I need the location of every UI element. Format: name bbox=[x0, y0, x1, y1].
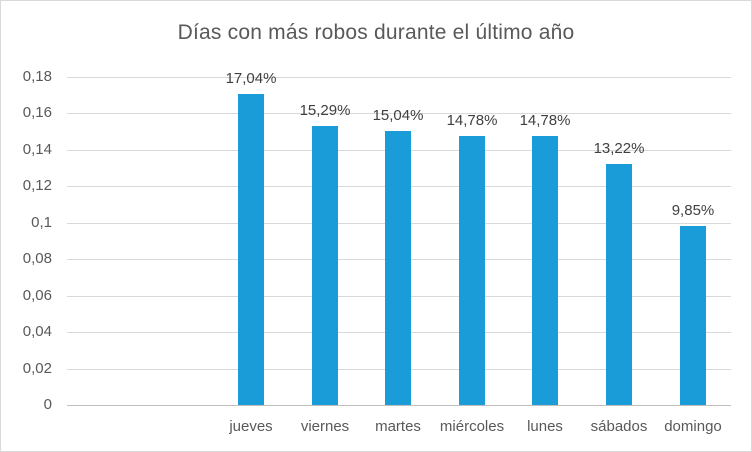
data-label: 13,22% bbox=[593, 140, 645, 157]
bar-miércoles bbox=[459, 136, 485, 405]
y-axis-tick-label: 0,08 bbox=[22, 250, 52, 267]
x-axis-category-label: martes bbox=[375, 418, 421, 435]
y-axis-tick-label: 0,06 bbox=[22, 287, 52, 304]
bar-martes bbox=[385, 131, 411, 405]
y-axis-tick-label: 0,04 bbox=[22, 323, 52, 340]
bar-sábados bbox=[606, 164, 632, 405]
data-label: 15,29% bbox=[299, 102, 351, 119]
gridline bbox=[67, 77, 731, 78]
x-axis-line bbox=[67, 405, 731, 406]
bar-domingo bbox=[680, 226, 706, 405]
y-axis-tick-label: 0,14 bbox=[22, 141, 52, 158]
gridline bbox=[67, 113, 731, 114]
x-axis-category-label: sábados bbox=[590, 418, 648, 435]
x-axis-category-label: jueves bbox=[229, 418, 273, 435]
data-label: 17,04% bbox=[225, 70, 277, 87]
y-axis-tick-label: 0,18 bbox=[22, 68, 52, 85]
x-axis-category-label: miércoles bbox=[439, 418, 505, 435]
y-axis-tick-label: 0,12 bbox=[22, 177, 52, 194]
bar-viernes bbox=[312, 126, 338, 405]
data-label: 14,78% bbox=[519, 112, 571, 129]
data-label: 9,85% bbox=[671, 202, 715, 219]
data-label: 15,04% bbox=[372, 107, 424, 124]
y-axis-tick-label: 0,02 bbox=[22, 360, 52, 377]
chart-title: Días con más robos durante el último año bbox=[177, 21, 575, 44]
x-axis-category-label: viernes bbox=[300, 418, 350, 435]
y-axis-tick-label: 0,1 bbox=[31, 214, 52, 231]
data-label: 14,78% bbox=[446, 112, 498, 129]
x-axis-category-label: lunes bbox=[527, 418, 563, 435]
y-axis-tick-label: 0,16 bbox=[22, 104, 52, 121]
bar-lunes bbox=[532, 136, 558, 405]
bar-jueves bbox=[238, 94, 264, 405]
y-axis-tick-label: 0 bbox=[43, 396, 52, 413]
x-axis-category-label: domingo bbox=[664, 418, 722, 435]
